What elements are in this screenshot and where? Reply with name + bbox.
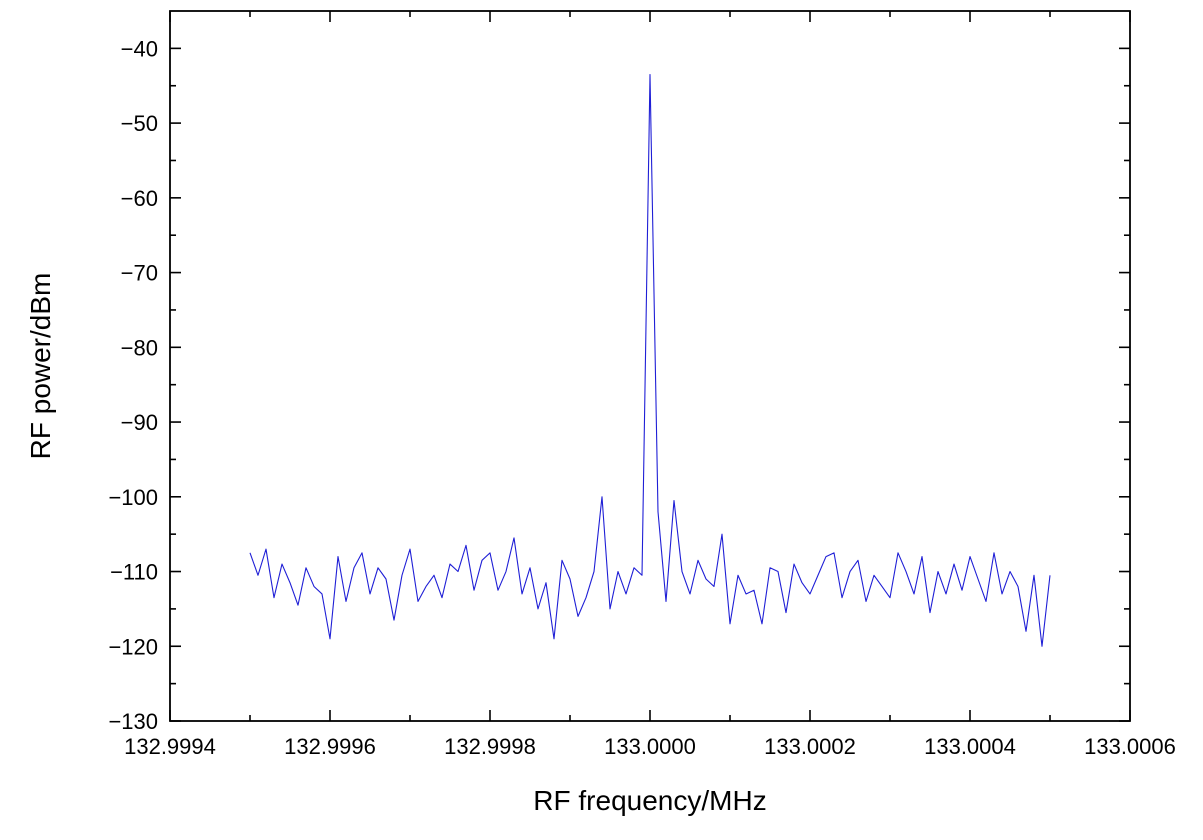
x-tick-label: 133.0000 (604, 734, 696, 759)
x-tick-label: 133.0002 (764, 734, 856, 759)
y-axis-title: RF power/dBm (25, 273, 56, 460)
x-tick-label: 133.0004 (924, 734, 1016, 759)
x-tick-label: 133.0006 (1084, 734, 1176, 759)
axis-tick-labels: 132.9994 132.9996 132.9998 133.0000 133.0002… (108, 36, 1175, 759)
y-tick-label: −50 (121, 111, 158, 136)
y-tick-label: −70 (121, 261, 158, 286)
plot-frame (169, 10, 1131, 722)
y-tick-label: −80 (121, 335, 158, 360)
y-tick-label: −60 (121, 186, 158, 211)
y-tick-label: −110 (110, 560, 158, 585)
y-tick-label: −40 (121, 36, 158, 61)
x-tick-label: 132.9994 (124, 734, 216, 759)
x-tick-label: 132.9998 (444, 734, 536, 759)
y-tick-label: −100 (108, 485, 158, 510)
y-tick-label: −120 (108, 634, 158, 659)
x-tick-label: 132.9996 (284, 734, 376, 759)
axis-ticks (169, 11, 1131, 722)
series-line (249, 73, 1051, 647)
x-axis-title: RF frequency/MHz (533, 785, 766, 816)
y-tick-label: −90 (121, 410, 158, 435)
y-tick-label: −130 (108, 709, 158, 734)
